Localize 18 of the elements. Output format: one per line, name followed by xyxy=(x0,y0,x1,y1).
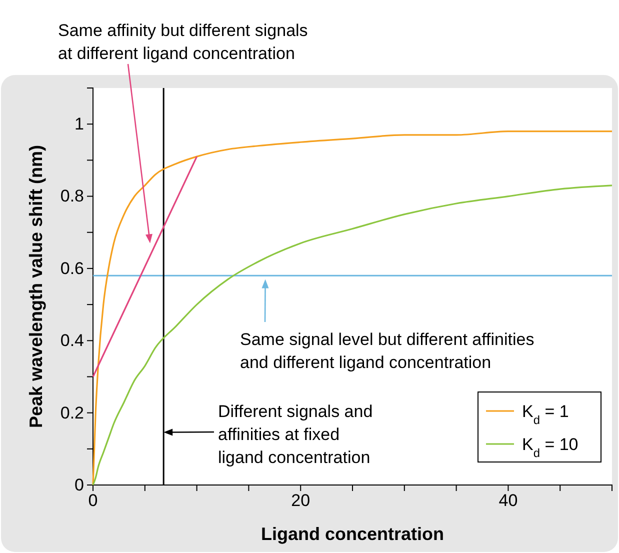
annotation: Same signal level but different affinities and different ligand concentration xyxy=(240,330,534,372)
y-tick-label: 0.4 xyxy=(60,331,84,350)
y-tick-label: 0.2 xyxy=(60,403,84,422)
x-tick-label: 20 xyxy=(291,491,310,510)
line-series xyxy=(92,184,613,486)
legend-label: K$_{d}$ = 10 xyxy=(522,435,578,460)
x-tick-label: 0 xyxy=(88,491,98,510)
annotation: Different signals and affinities at fixed ligand concentration xyxy=(218,402,373,467)
y-tick-label: 1 xyxy=(74,114,84,134)
legend-label: K$_{d}$ = 1 xyxy=(522,402,569,427)
line-series xyxy=(92,130,613,486)
y-tick-label: 0.6 xyxy=(60,258,84,278)
x-tick-label: 40 xyxy=(498,491,518,510)
y-tick-label: 0.8 xyxy=(60,186,84,206)
x-axis-title: Ligand concentration xyxy=(260,524,444,544)
y-tick-label: 0 xyxy=(74,475,84,494)
y-axis-title: Peak wavelength value shift (nm) xyxy=(26,144,46,428)
annotation: Same affinity but different signals at different ligand concentration xyxy=(58,21,308,63)
